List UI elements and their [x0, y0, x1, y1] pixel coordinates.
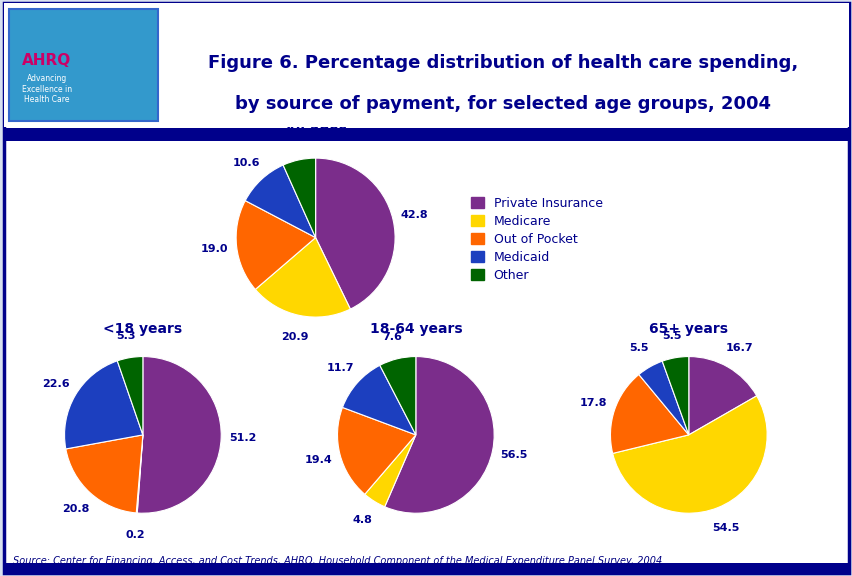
Wedge shape: [245, 165, 315, 238]
Wedge shape: [337, 407, 415, 494]
Text: 22.6: 22.6: [43, 379, 70, 389]
Wedge shape: [612, 396, 766, 513]
Wedge shape: [315, 158, 394, 309]
Text: 5.5: 5.5: [629, 343, 648, 353]
Title: <18 years: <18 years: [103, 322, 182, 336]
Wedge shape: [342, 365, 415, 435]
Text: AHRQ: AHRQ: [22, 53, 72, 68]
Text: 11.7: 11.7: [326, 363, 354, 373]
Wedge shape: [118, 357, 143, 435]
Text: 5.5: 5.5: [661, 331, 681, 341]
Wedge shape: [688, 357, 756, 435]
Text: Advancing
Excellence in
Health Care: Advancing Excellence in Health Care: [22, 74, 72, 104]
Text: 19.0: 19.0: [200, 244, 228, 254]
Text: Figure 6. Percentage distribution of health care spending,: Figure 6. Percentage distribution of hea…: [208, 54, 797, 73]
Wedge shape: [137, 357, 221, 513]
Text: 56.5: 56.5: [500, 450, 527, 460]
Text: 4.8: 4.8: [352, 515, 372, 525]
Wedge shape: [283, 158, 315, 238]
Text: 42.8: 42.8: [400, 210, 428, 220]
Text: 17.8: 17.8: [579, 398, 607, 408]
Wedge shape: [661, 357, 688, 435]
Wedge shape: [610, 374, 688, 453]
Wedge shape: [365, 435, 415, 507]
Text: 10.6: 10.6: [232, 158, 259, 168]
Text: by source of payment, for selected age groups, 2004: by source of payment, for selected age g…: [235, 94, 770, 113]
Legend: Private Insurance, Medicare, Out of Pocket, Medicaid, Other: Private Insurance, Medicare, Out of Pock…: [470, 196, 602, 282]
Text: 7.6: 7.6: [382, 332, 401, 343]
Wedge shape: [136, 435, 142, 513]
Title: All ages: All ages: [285, 123, 346, 137]
Text: 54.5: 54.5: [711, 523, 739, 533]
Text: 5.3: 5.3: [117, 331, 135, 341]
Wedge shape: [236, 200, 315, 289]
Title: 65+ years: 65+ years: [648, 322, 728, 336]
Wedge shape: [255, 238, 350, 317]
Wedge shape: [66, 435, 142, 513]
Text: 19.4: 19.4: [304, 455, 332, 465]
Text: 0.2: 0.2: [125, 530, 145, 540]
Title: 18-64 years: 18-64 years: [369, 322, 462, 336]
Text: 20.9: 20.9: [281, 332, 308, 342]
Wedge shape: [384, 357, 493, 513]
Wedge shape: [65, 361, 142, 449]
Wedge shape: [638, 361, 688, 435]
Text: 16.7: 16.7: [724, 343, 752, 353]
Text: Source: Center for Financing, Access, and Cost Trends, AHRQ, Household Component: Source: Center for Financing, Access, an…: [13, 556, 661, 566]
Wedge shape: [379, 357, 416, 435]
Text: 20.8: 20.8: [61, 504, 89, 514]
Text: 51.2: 51.2: [229, 434, 256, 444]
Text: 6.7: 6.7: [284, 133, 304, 143]
